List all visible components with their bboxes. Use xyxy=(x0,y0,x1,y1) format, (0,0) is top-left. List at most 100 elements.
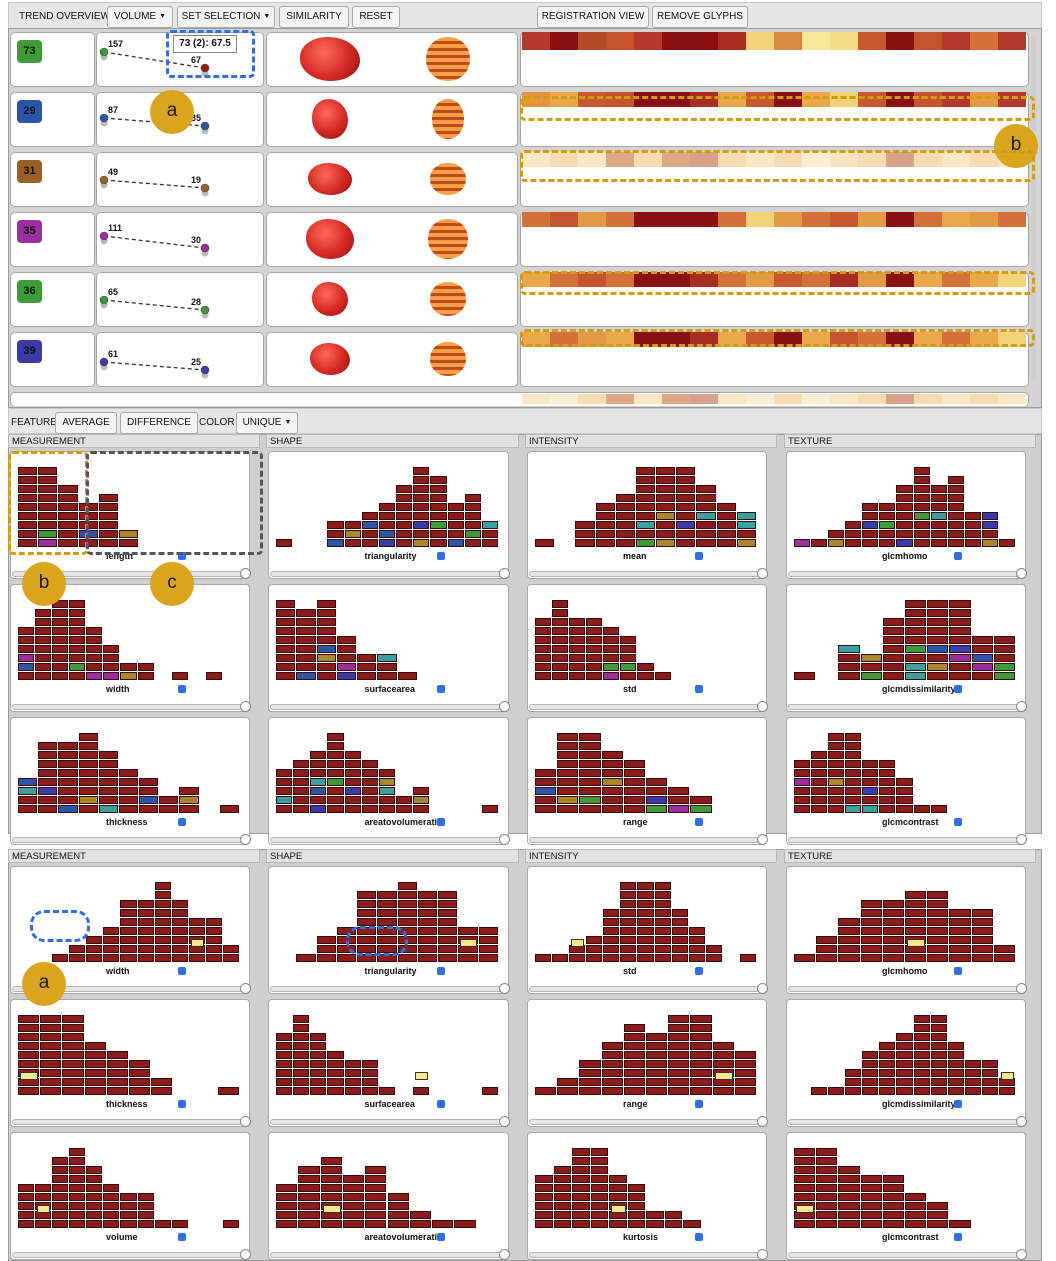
histogram-bar[interactable] xyxy=(930,503,947,511)
histogram-bar[interactable] xyxy=(862,530,879,538)
histogram-bar[interactable] xyxy=(736,521,756,529)
histogram-bar[interactable] xyxy=(377,654,397,662)
histogram-bar[interactable] xyxy=(298,1211,320,1219)
histogram-bar[interactable] xyxy=(620,672,637,680)
histogram-bar[interactable] xyxy=(971,918,993,926)
histogram-bar[interactable] xyxy=(18,663,35,671)
histogram-bar[interactable] xyxy=(361,787,378,795)
histogram-bar[interactable] xyxy=(671,918,688,926)
histogram-bar[interactable] xyxy=(557,787,579,795)
histogram-bar[interactable] xyxy=(316,609,336,617)
histogram-bar[interactable] xyxy=(552,645,569,653)
histogram-bar[interactable] xyxy=(38,539,58,547)
histogram-bar[interactable] xyxy=(62,1087,84,1095)
histogram-bar[interactable] xyxy=(86,1211,103,1219)
histogram-bar[interactable] xyxy=(557,1078,579,1086)
histogram-bar[interactable] xyxy=(413,805,430,813)
histogram-bar[interactable] xyxy=(654,909,671,917)
histogram-bar[interactable] xyxy=(98,796,118,804)
histogram-bar[interactable] xyxy=(222,945,239,953)
histogram-bar[interactable] xyxy=(38,769,58,777)
histogram-bar[interactable] xyxy=(603,654,620,662)
histogram-bar[interactable] xyxy=(838,927,860,935)
histogram-bar[interactable] xyxy=(58,778,78,786)
histogram-bar[interactable] xyxy=(430,503,447,511)
histogram-bar[interactable] xyxy=(656,467,676,475)
histogram-bar[interactable] xyxy=(845,769,862,777)
histogram-bar[interactable] xyxy=(58,796,78,804)
histogram-bar[interactable] xyxy=(361,530,378,538)
histogram-bar[interactable] xyxy=(615,494,635,502)
histogram-bar[interactable] xyxy=(316,645,336,653)
histogram-bar[interactable] xyxy=(86,645,103,653)
histogram-bar[interactable] xyxy=(98,787,118,795)
histogram-bar[interactable] xyxy=(557,760,579,768)
shape-render-cell[interactable] xyxy=(266,92,518,147)
histogram-bar[interactable] xyxy=(276,539,293,547)
histogram-bar[interactable] xyxy=(361,1060,378,1068)
histogram-bar[interactable] xyxy=(293,787,310,795)
histogram-bar[interactable] xyxy=(69,1175,86,1183)
histogram-bar[interactable] xyxy=(413,476,430,484)
histogram-bar[interactable] xyxy=(327,760,344,768)
histogram-bar[interactable] xyxy=(579,796,601,804)
histogram-bar[interactable] xyxy=(882,627,904,635)
histogram-bar[interactable] xyxy=(845,751,862,759)
histogram-bar[interactable] xyxy=(646,796,668,804)
patient-id-badge[interactable]: 39 xyxy=(17,340,42,363)
histogram-bar[interactable] xyxy=(377,891,397,899)
histogram-bar[interactable] xyxy=(557,751,579,759)
histogram-bar[interactable] xyxy=(656,476,676,484)
histogram-bar[interactable] xyxy=(595,539,615,547)
histogram-bar[interactable] xyxy=(35,618,52,626)
histogram-bar[interactable] xyxy=(668,1060,690,1068)
histogram-bar[interactable] xyxy=(905,1202,927,1210)
histogram-bar[interactable] xyxy=(154,927,171,935)
histogram-bar[interactable] xyxy=(646,1042,668,1050)
slider-knob[interactable] xyxy=(757,834,768,845)
histogram-bar[interactable] xyxy=(993,954,1015,962)
histogram-bar[interactable] xyxy=(993,663,1015,671)
histogram-bar[interactable] xyxy=(838,672,860,680)
histogram-bar[interactable] xyxy=(927,900,949,908)
histogram-bar[interactable] xyxy=(905,927,927,935)
histogram-bar[interactable] xyxy=(413,485,430,493)
histogram-range-slider[interactable] xyxy=(12,704,246,710)
histogram-bar[interactable] xyxy=(671,945,688,953)
histogram-bar[interactable] xyxy=(623,1042,645,1050)
histogram-bar[interactable] xyxy=(896,787,913,795)
histogram-bar[interactable] xyxy=(905,618,927,626)
histogram-bar[interactable] xyxy=(535,1184,553,1192)
histogram-bar[interactable] xyxy=(971,936,993,944)
histogram-bar[interactable] xyxy=(971,927,993,935)
histogram-bar[interactable] xyxy=(586,672,603,680)
histogram-bar[interactable] xyxy=(430,476,447,484)
histogram-bar[interactable] xyxy=(38,742,58,750)
histogram-bar[interactable] xyxy=(930,1087,947,1095)
histogram-bar[interactable] xyxy=(38,751,58,759)
histogram-bar[interactable] xyxy=(811,1087,828,1095)
histogram-bar[interactable] xyxy=(683,1220,701,1228)
histogram-bar[interactable] xyxy=(949,672,971,680)
histogram-bar[interactable] xyxy=(344,778,361,786)
histogram-bar[interactable] xyxy=(378,512,396,520)
histogram-bar[interactable] xyxy=(603,909,620,917)
histogram-bar[interactable] xyxy=(811,805,828,813)
histogram-bar[interactable] xyxy=(553,1202,571,1210)
histogram-bar[interactable] xyxy=(794,1220,816,1228)
histogram-bar[interactable] xyxy=(357,654,377,662)
histogram-range-slider[interactable] xyxy=(12,1119,246,1125)
histogram-bar[interactable] xyxy=(668,1033,690,1041)
histogram-bar[interactable] xyxy=(139,778,159,786)
histogram-bar[interactable] xyxy=(171,945,188,953)
histogram-bar[interactable] xyxy=(623,1051,645,1059)
slider-knob[interactable] xyxy=(240,701,251,712)
histogram-bar[interactable] xyxy=(862,1087,879,1095)
histogram-bar[interactable] xyxy=(930,1024,947,1032)
histogram-bar[interactable] xyxy=(344,787,361,795)
histogram-bar[interactable] xyxy=(357,900,377,908)
histogram-bar[interactable] xyxy=(413,1087,430,1095)
histogram-bar[interactable] xyxy=(927,954,949,962)
histogram-bar[interactable] xyxy=(344,1060,361,1068)
histogram-bar[interactable] xyxy=(615,512,635,520)
